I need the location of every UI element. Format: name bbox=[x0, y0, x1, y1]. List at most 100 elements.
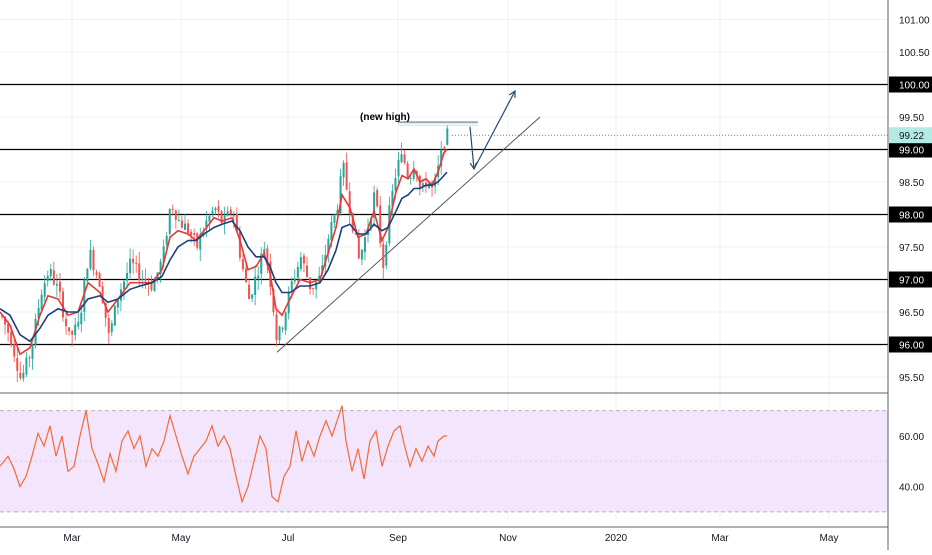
last-price-bg bbox=[889, 127, 932, 144]
candle-body bbox=[415, 171, 418, 175]
candle-body bbox=[238, 231, 241, 258]
candle-body bbox=[290, 281, 293, 290]
candle-body bbox=[293, 278, 296, 282]
candle-body bbox=[251, 294, 254, 299]
candle-body bbox=[284, 312, 287, 331]
candle-body bbox=[190, 231, 193, 236]
candle-body bbox=[159, 261, 162, 275]
candle-body bbox=[199, 234, 202, 250]
level-label-bg bbox=[889, 141, 932, 158]
candle-body bbox=[281, 328, 284, 330]
candle-body bbox=[306, 265, 308, 277]
candle-body bbox=[208, 215, 211, 222]
candle-body bbox=[25, 357, 28, 375]
candle-body bbox=[174, 210, 177, 220]
candle-body bbox=[141, 278, 144, 280]
x-tick-label: Sep bbox=[389, 533, 407, 544]
candle-body bbox=[52, 270, 55, 285]
x-tick-label: May bbox=[172, 533, 191, 544]
candle-body bbox=[74, 324, 77, 335]
candle-body bbox=[202, 231, 205, 236]
candle-body bbox=[342, 163, 345, 178]
candle-body bbox=[336, 210, 339, 215]
candle-body bbox=[55, 283, 58, 286]
candle-body bbox=[330, 222, 333, 241]
rsi-tick-label: 40.00 bbox=[899, 483, 924, 494]
candle-body bbox=[409, 178, 412, 179]
level-label: 100.00 bbox=[899, 81, 930, 92]
candle-body bbox=[4, 317, 7, 325]
candle-body bbox=[260, 253, 263, 274]
candle-body bbox=[123, 281, 125, 290]
x-tick-label: May bbox=[820, 533, 839, 544]
candle-body bbox=[171, 209, 174, 211]
ma-fast-line bbox=[0, 148, 448, 356]
candle-body bbox=[40, 294, 43, 310]
candle-body bbox=[245, 268, 247, 282]
price-tick-label: 95.50 bbox=[899, 373, 924, 384]
candle-body bbox=[248, 284, 251, 299]
candle-body bbox=[77, 321, 80, 327]
candle-body bbox=[138, 263, 141, 280]
candle-body bbox=[345, 162, 348, 190]
candle-body bbox=[373, 192, 376, 218]
candle-body bbox=[1, 315, 3, 317]
candle-body bbox=[299, 257, 302, 269]
candle-body bbox=[89, 249, 92, 269]
candle-body bbox=[113, 305, 116, 326]
candle-body bbox=[168, 209, 171, 234]
candle-body bbox=[321, 265, 324, 274]
candle-body bbox=[92, 249, 95, 271]
candle-body bbox=[254, 276, 257, 295]
ma-slow-line bbox=[0, 171, 448, 343]
level-label: 98.00 bbox=[899, 211, 924, 222]
candle-body bbox=[144, 278, 147, 281]
candle-body bbox=[217, 206, 220, 212]
candle-body bbox=[98, 273, 101, 287]
candle-body bbox=[379, 205, 382, 244]
candle-body bbox=[7, 323, 10, 333]
candle-body bbox=[22, 372, 25, 379]
candle-body bbox=[58, 281, 61, 292]
candle-body bbox=[165, 235, 168, 245]
candle-body bbox=[68, 327, 71, 332]
level-label-bg bbox=[889, 76, 932, 93]
candle-body bbox=[10, 331, 13, 345]
candle-body bbox=[406, 163, 409, 178]
candle-body bbox=[13, 343, 16, 357]
projection-arrow-line bbox=[469, 126, 475, 170]
candle-body bbox=[187, 223, 190, 233]
candle-body bbox=[412, 169, 415, 179]
level-label: 96.00 bbox=[899, 341, 924, 352]
new-high-annotation: (new high) bbox=[360, 112, 410, 123]
candle-body bbox=[229, 209, 232, 214]
candle-body bbox=[65, 319, 68, 327]
candle-body bbox=[443, 147, 446, 149]
candle-body bbox=[135, 262, 138, 264]
candle-body bbox=[150, 283, 153, 290]
candle-body bbox=[110, 323, 113, 332]
price-tick-label: 96.50 bbox=[899, 308, 924, 319]
projection-arrow-line bbox=[473, 90, 516, 170]
price-tick-label: 101.00 bbox=[899, 16, 930, 27]
rsi-line bbox=[0, 405, 447, 504]
candle-body bbox=[193, 233, 196, 235]
candle-body bbox=[266, 248, 269, 263]
candle-body bbox=[220, 211, 223, 224]
candle-body bbox=[363, 237, 366, 253]
level-label: 97.00 bbox=[899, 276, 924, 287]
last-price-label: 99.22 bbox=[899, 131, 924, 142]
candle-body bbox=[16, 358, 19, 371]
candle-body bbox=[19, 372, 22, 379]
candle-body bbox=[86, 268, 89, 282]
candle-body bbox=[257, 275, 260, 279]
candle-body bbox=[272, 289, 275, 313]
candle-body bbox=[348, 191, 351, 214]
candle-body bbox=[95, 272, 98, 275]
projection-arrow-head bbox=[508, 89, 516, 99]
candle-body bbox=[351, 212, 354, 232]
x-tick-label: Mar bbox=[711, 533, 729, 544]
candle-body bbox=[382, 243, 385, 268]
rsi-band bbox=[0, 410, 888, 512]
